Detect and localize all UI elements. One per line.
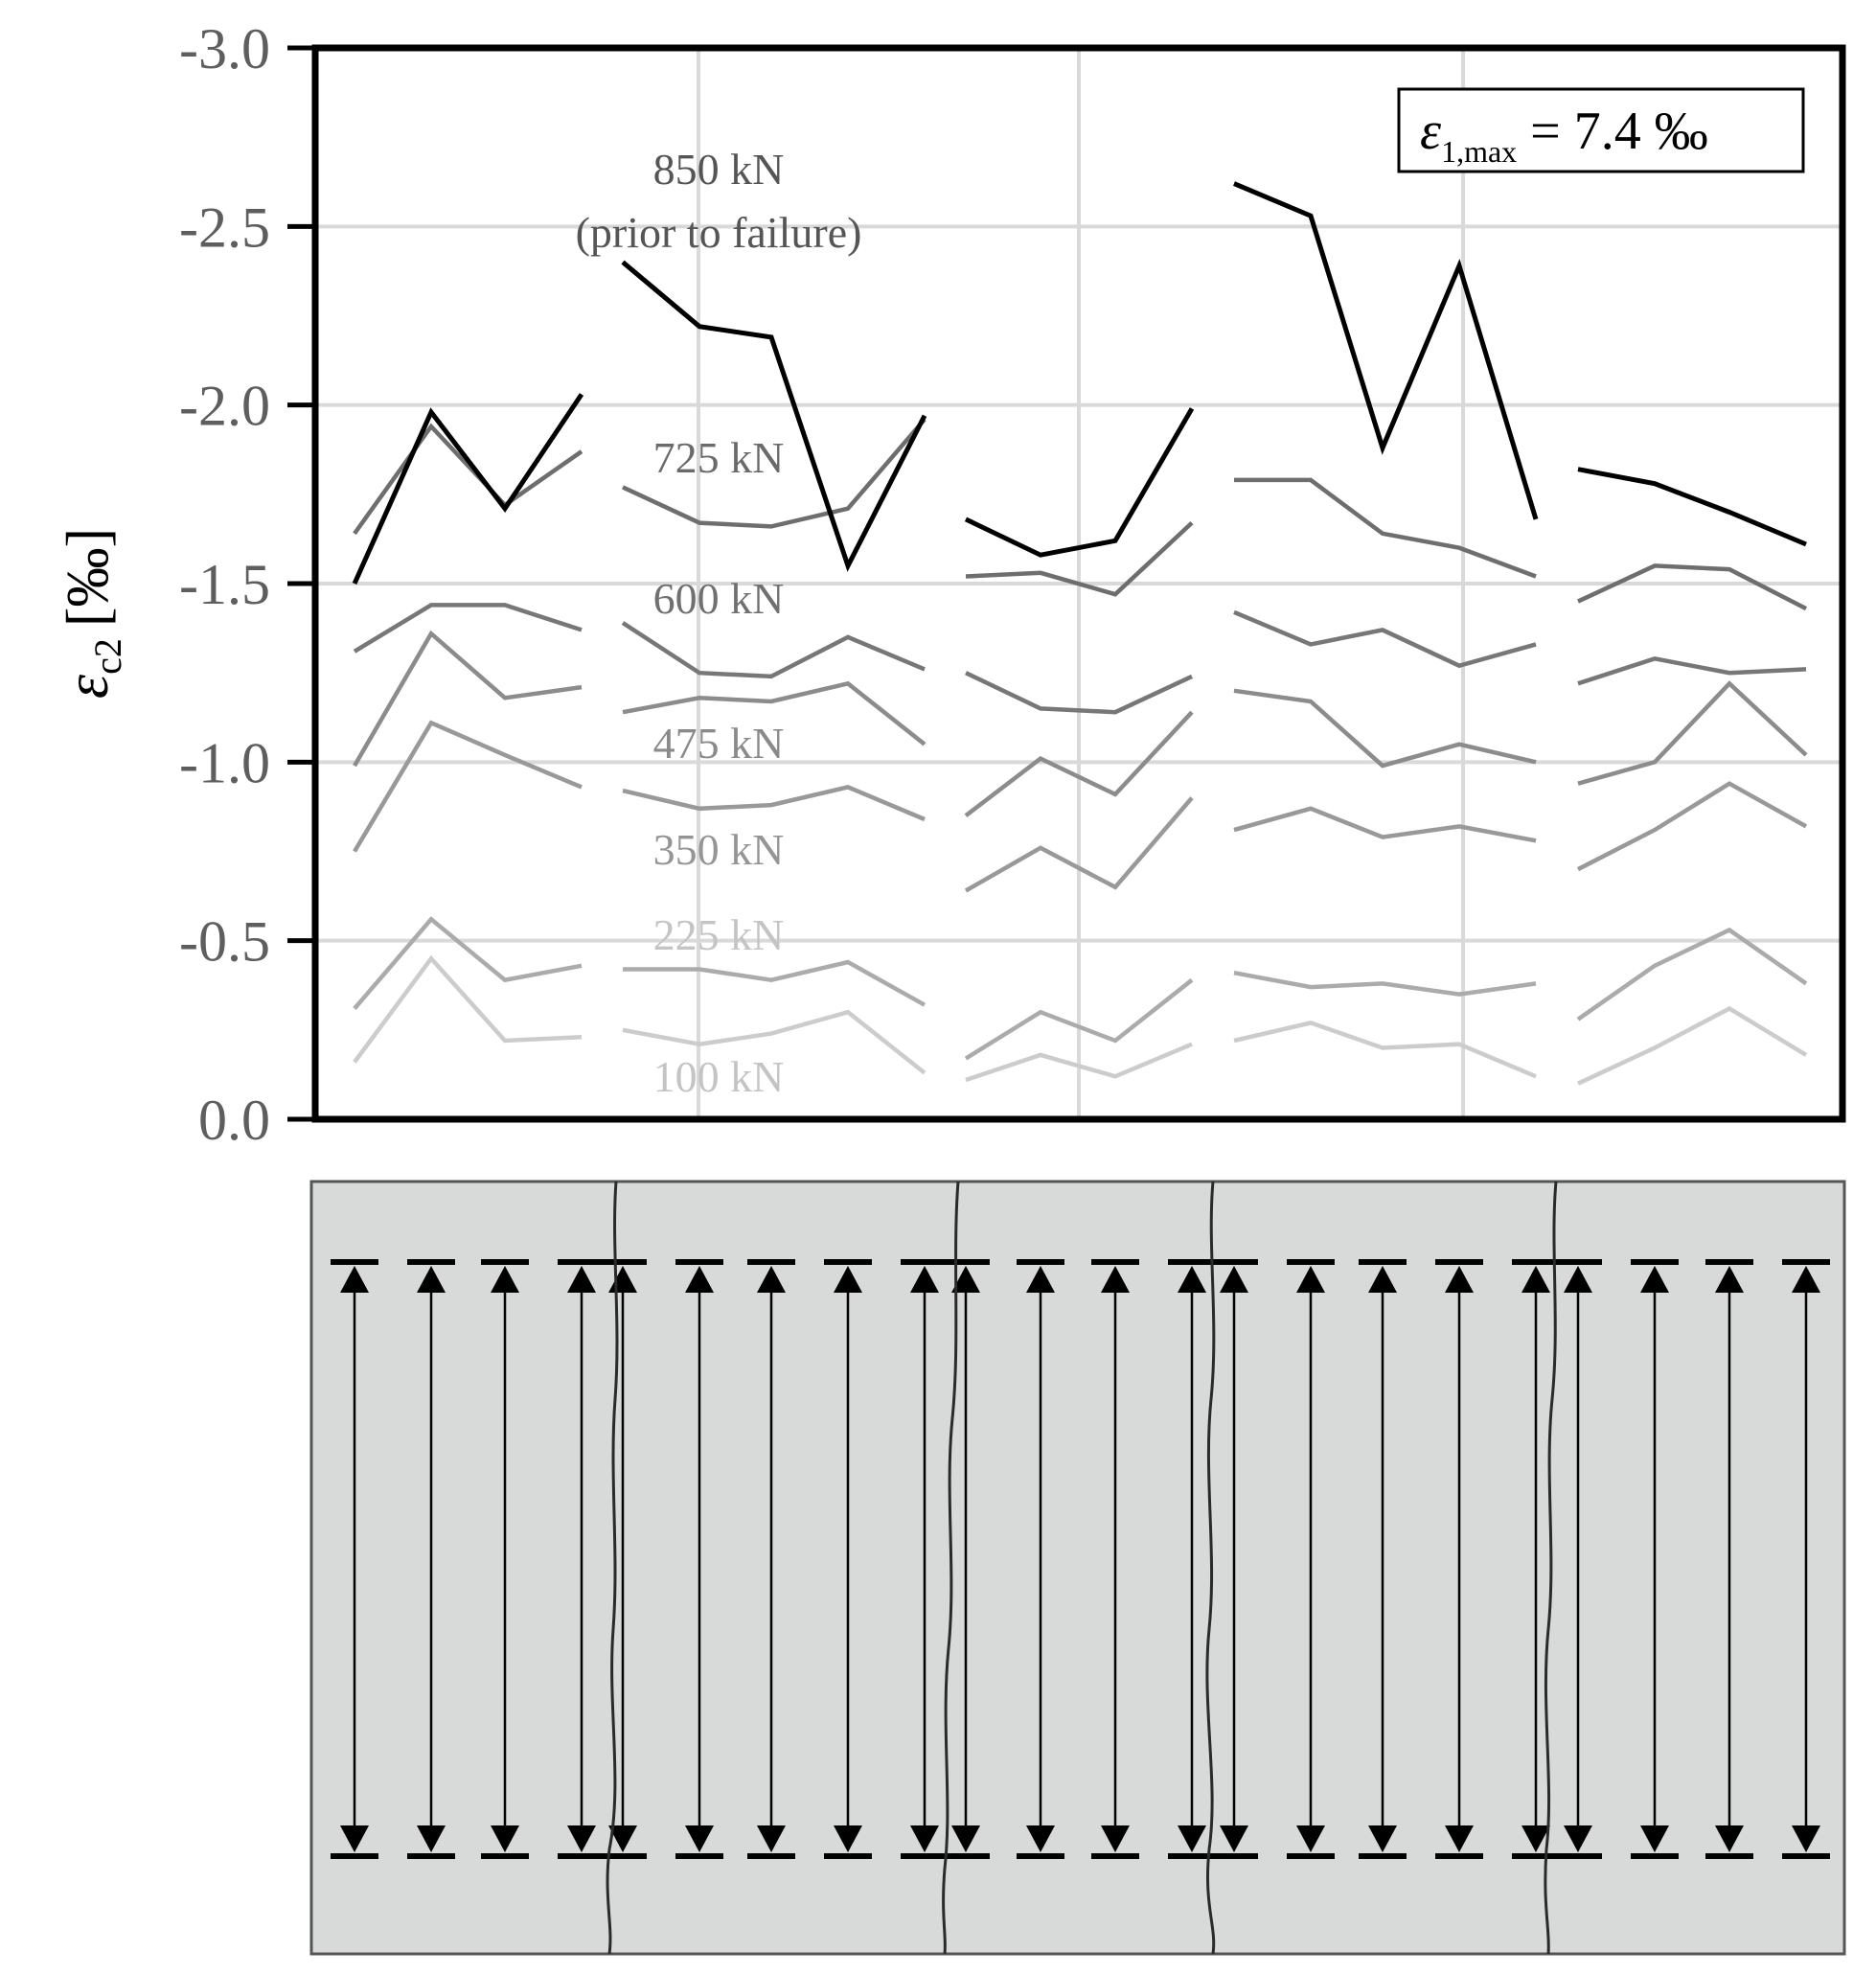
- series-line-600kn-seg3: [965, 671, 1193, 715]
- series-line-475kn-seg1: [353, 630, 583, 768]
- cracks: [606, 1181, 1558, 1955]
- gauge-17: [1435, 1259, 1483, 1859]
- annotation-value: = 7.4 ‰: [1517, 102, 1708, 161]
- annotation-symbol: ε: [1420, 102, 1442, 161]
- series-line-600kn-seg5: [1577, 655, 1807, 686]
- y-tick-label: -3.0: [179, 17, 270, 80]
- specimen-body: [309, 1180, 1846, 1956]
- crack-1: [606, 1181, 619, 1955]
- y-label-subscript: c2: [86, 638, 129, 675]
- series-line-350kn-seg2: [622, 785, 926, 822]
- series-line-100kn-seg2: [622, 1009, 927, 1075]
- gauge-15: [1287, 1259, 1335, 1859]
- gauge-9: [901, 1259, 949, 1859]
- gauge-12: [1091, 1259, 1139, 1859]
- load-label-850: 850 kN: [653, 145, 785, 194]
- series-line-850kn-seg4: [1233, 181, 1539, 520]
- series-line-850kn-seg5: [1577, 467, 1807, 547]
- y-label-unit: [‰]: [56, 528, 121, 627]
- gauge-16: [1359, 1259, 1407, 1859]
- svg-text:ε1,max = 7.4 ‰: ε1,max = 7.4 ‰: [1420, 102, 1708, 169]
- series-line-350kn-seg3: [964, 796, 1194, 893]
- crack-3: [1205, 1181, 1216, 1955]
- series-line-475kn-seg4: [1233, 688, 1537, 769]
- load-label-600: 600 kN: [653, 574, 785, 623]
- gauge-10: [942, 1259, 990, 1859]
- gauge-21: [1705, 1259, 1753, 1859]
- gauge-7: [747, 1259, 795, 1859]
- series-line-100kn-seg3: [965, 1042, 1193, 1083]
- load-label-475: 475 kN: [653, 719, 785, 768]
- series-line-725kn-seg5: [1577, 563, 1808, 611]
- series-line-725kn-seg3: [965, 520, 1194, 597]
- series-line-600kn-seg1: [353, 603, 583, 654]
- annotation-box: ε1,max = 7.4 ‰: [1397, 87, 1805, 173]
- specimen-diagram: [309, 1180, 1846, 1956]
- y-label-symbol: ε: [53, 674, 121, 699]
- load-label-850-note: (prior to failure): [576, 208, 862, 257]
- y-tick-label: -1.0: [179, 731, 270, 794]
- chart: -3.0-2.5-2.0-1.5-1.0-0.50.0 εc2[‰] 850 k…: [53, 17, 1846, 1152]
- series-line-350kn-seg5: [1576, 781, 1808, 872]
- series-line-600kn-seg2: [621, 621, 926, 679]
- y-tick-label: -0.5: [179, 910, 270, 974]
- gauge-4: [558, 1259, 606, 1859]
- annotation-subscript: 1,max: [1441, 134, 1517, 169]
- y-tick-label: 0.0: [198, 1089, 270, 1152]
- series-line-725kn-seg1: [353, 423, 583, 536]
- series-line-225kn-seg5: [1576, 927, 1808, 1021]
- series-line-600kn-seg4: [1233, 609, 1537, 669]
- load-label-350: 350 kN: [653, 825, 785, 874]
- series-line-850kn-seg2: [621, 260, 927, 572]
- gauge-22: [1782, 1259, 1830, 1859]
- series-group: [352, 181, 1808, 1086]
- y-tick-label: -2.0: [179, 375, 270, 438]
- series-line-475kn-seg5: [1577, 680, 1808, 786]
- gauge-3: [481, 1259, 529, 1859]
- series-line-350kn-seg1: [353, 720, 583, 853]
- gauge-6: [675, 1259, 723, 1859]
- series-line-100kn-seg1: [353, 954, 583, 1064]
- series-line-850kn-seg3: [964, 407, 1195, 558]
- svg-text:εc2[‰]: εc2 [‰]: [53, 528, 129, 699]
- load-label-225: 225 kN: [653, 910, 785, 959]
- crack-2: [942, 1181, 960, 1955]
- gauge-1: [331, 1259, 378, 1859]
- series-line-475kn-seg2: [622, 680, 927, 746]
- series-line-725kn-seg4: [1234, 477, 1537, 579]
- series-line-725kn-seg2: [622, 418, 927, 529]
- gauge-18: [1512, 1259, 1560, 1859]
- series-line-475kn-seg3: [964, 710, 1194, 817]
- gauge-19: [1554, 1259, 1602, 1859]
- series-line-100kn-seg4: [1233, 1021, 1537, 1079]
- y-tick-label: -1.5: [179, 553, 270, 616]
- gauges: [331, 1259, 1830, 1859]
- gauge-13: [1168, 1259, 1216, 1859]
- series-line-350kn-seg4: [1233, 806, 1537, 843]
- series-line-850kn-seg1: [352, 393, 584, 585]
- series-line-225kn-seg1: [353, 916, 583, 1010]
- gauge-20: [1631, 1259, 1679, 1859]
- y-axis: -3.0 -2.5 -2.0 -1.5 -1.0 -0.5 0.0: [179, 17, 315, 1152]
- load-label-100: 100 kN: [653, 1052, 785, 1101]
- gauge-8: [824, 1259, 872, 1859]
- series-line-225kn-seg3: [964, 977, 1194, 1061]
- y-axis-label: εc2 [‰]: [53, 528, 129, 699]
- series-line-225kn-seg2: [623, 959, 927, 1007]
- gauge-2: [407, 1259, 455, 1859]
- crack-4: [1544, 1181, 1558, 1955]
- series-line-225kn-seg4: [1233, 970, 1537, 997]
- series-line-100kn-seg5: [1577, 1005, 1808, 1086]
- y-tick-label: -2.5: [179, 195, 270, 259]
- load-labels: 850 kN (prior to failure) 725 kN 600 kN …: [576, 145, 862, 1101]
- gauge-14: [1210, 1259, 1258, 1859]
- gauge-11: [1017, 1259, 1064, 1859]
- load-label-725: 725 kN: [653, 433, 785, 482]
